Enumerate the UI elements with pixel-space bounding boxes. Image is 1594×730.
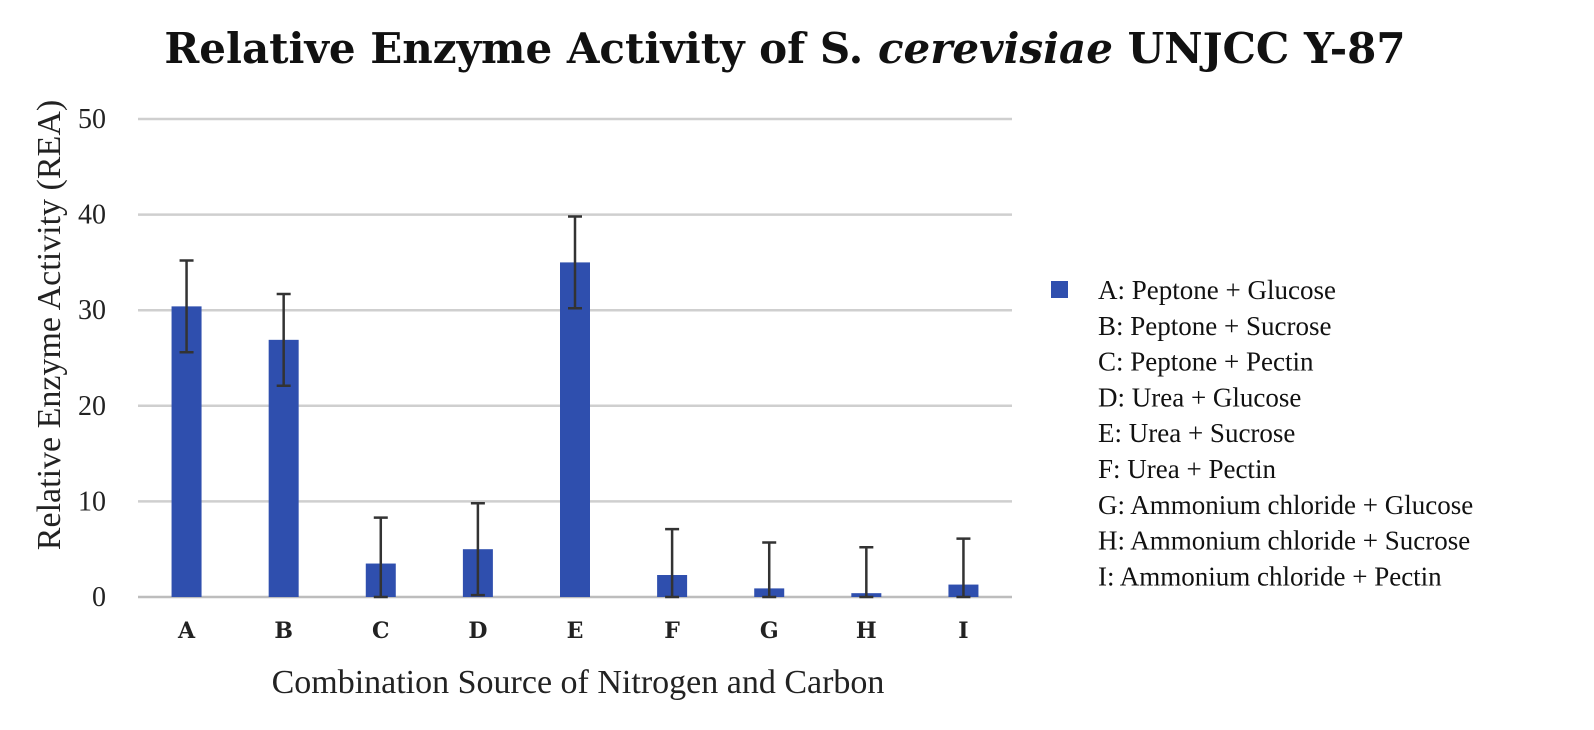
y-tick-label: 0 — [92, 582, 106, 613]
legend-entry: E: Urea + Sucrose — [1098, 418, 1295, 448]
legend-entry: F: Urea + Pectin — [1098, 454, 1276, 484]
error-bars — [179, 215, 971, 599]
error-bar-C — [373, 516, 388, 599]
y-tick-label: 50 — [78, 104, 106, 135]
x-tick-label: F — [664, 618, 680, 644]
x-axis-ticks: A B C D E F G H I — [177, 618, 969, 644]
y-tick-label: 20 — [78, 391, 106, 422]
legend-marker — [1051, 281, 1068, 298]
x-tick-label: H — [856, 618, 877, 644]
legend-entry: H: Ammonium chloride + Sucrose — [1098, 526, 1470, 556]
bar-E — [560, 262, 590, 597]
y-axis-ticks: 0 10 20 30 40 50 — [78, 104, 106, 613]
legend-entry: C: Peptone + Pectin — [1098, 347, 1314, 377]
error-bar-B — [276, 292, 291, 387]
x-tick-label: I — [958, 618, 968, 644]
error-bar-A — [179, 259, 194, 354]
chart-title-part-3: UNJCC Y-87 — [1113, 24, 1406, 73]
x-axis-label: Combination Source of Nitrogen and Carbo… — [272, 664, 885, 701]
x-tick-label: B — [274, 618, 293, 644]
error-bar-F — [665, 527, 680, 599]
y-tick-label: 40 — [78, 200, 106, 231]
x-tick-label: C — [372, 618, 390, 644]
x-tick-label: G — [760, 618, 779, 644]
bars — [171, 262, 979, 597]
x-tick-label: E — [567, 618, 584, 644]
error-bar-D — [470, 502, 485, 597]
legend-entry: G: Ammonium chloride + Glucose — [1098, 490, 1473, 520]
chart-title-part-1: Relative Enzyme Activity of S. — [164, 24, 878, 73]
chart-title: Relative Enzyme Activity of S. cerevisia… — [164, 24, 1405, 73]
y-tick-label: 30 — [78, 295, 106, 326]
error-bar-I — [956, 537, 971, 599]
legend-entry: I: Ammonium chloride + Pectin — [1098, 561, 1442, 591]
legend-entry: D: Urea + Glucose — [1098, 382, 1301, 412]
x-tick-label: A — [177, 618, 196, 644]
y-tick-label: 10 — [78, 486, 106, 517]
error-bar-H — [859, 546, 874, 599]
legend-entry: A: Peptone + Glucose — [1098, 275, 1336, 305]
error-bar-E — [568, 215, 582, 310]
x-tick-label: D — [468, 618, 487, 644]
error-bar-G — [762, 541, 777, 599]
y-axis-label: Relative Enzyme Activity (REA) — [31, 100, 68, 550]
bar-A — [171, 306, 202, 597]
chart-title-part-2: cerevisiae — [878, 24, 1113, 73]
legend-entry: B: Peptone + Sucrose — [1098, 311, 1331, 341]
legend: A: Peptone + Glucose B: Peptone + Sucrose… — [1051, 275, 1473, 591]
